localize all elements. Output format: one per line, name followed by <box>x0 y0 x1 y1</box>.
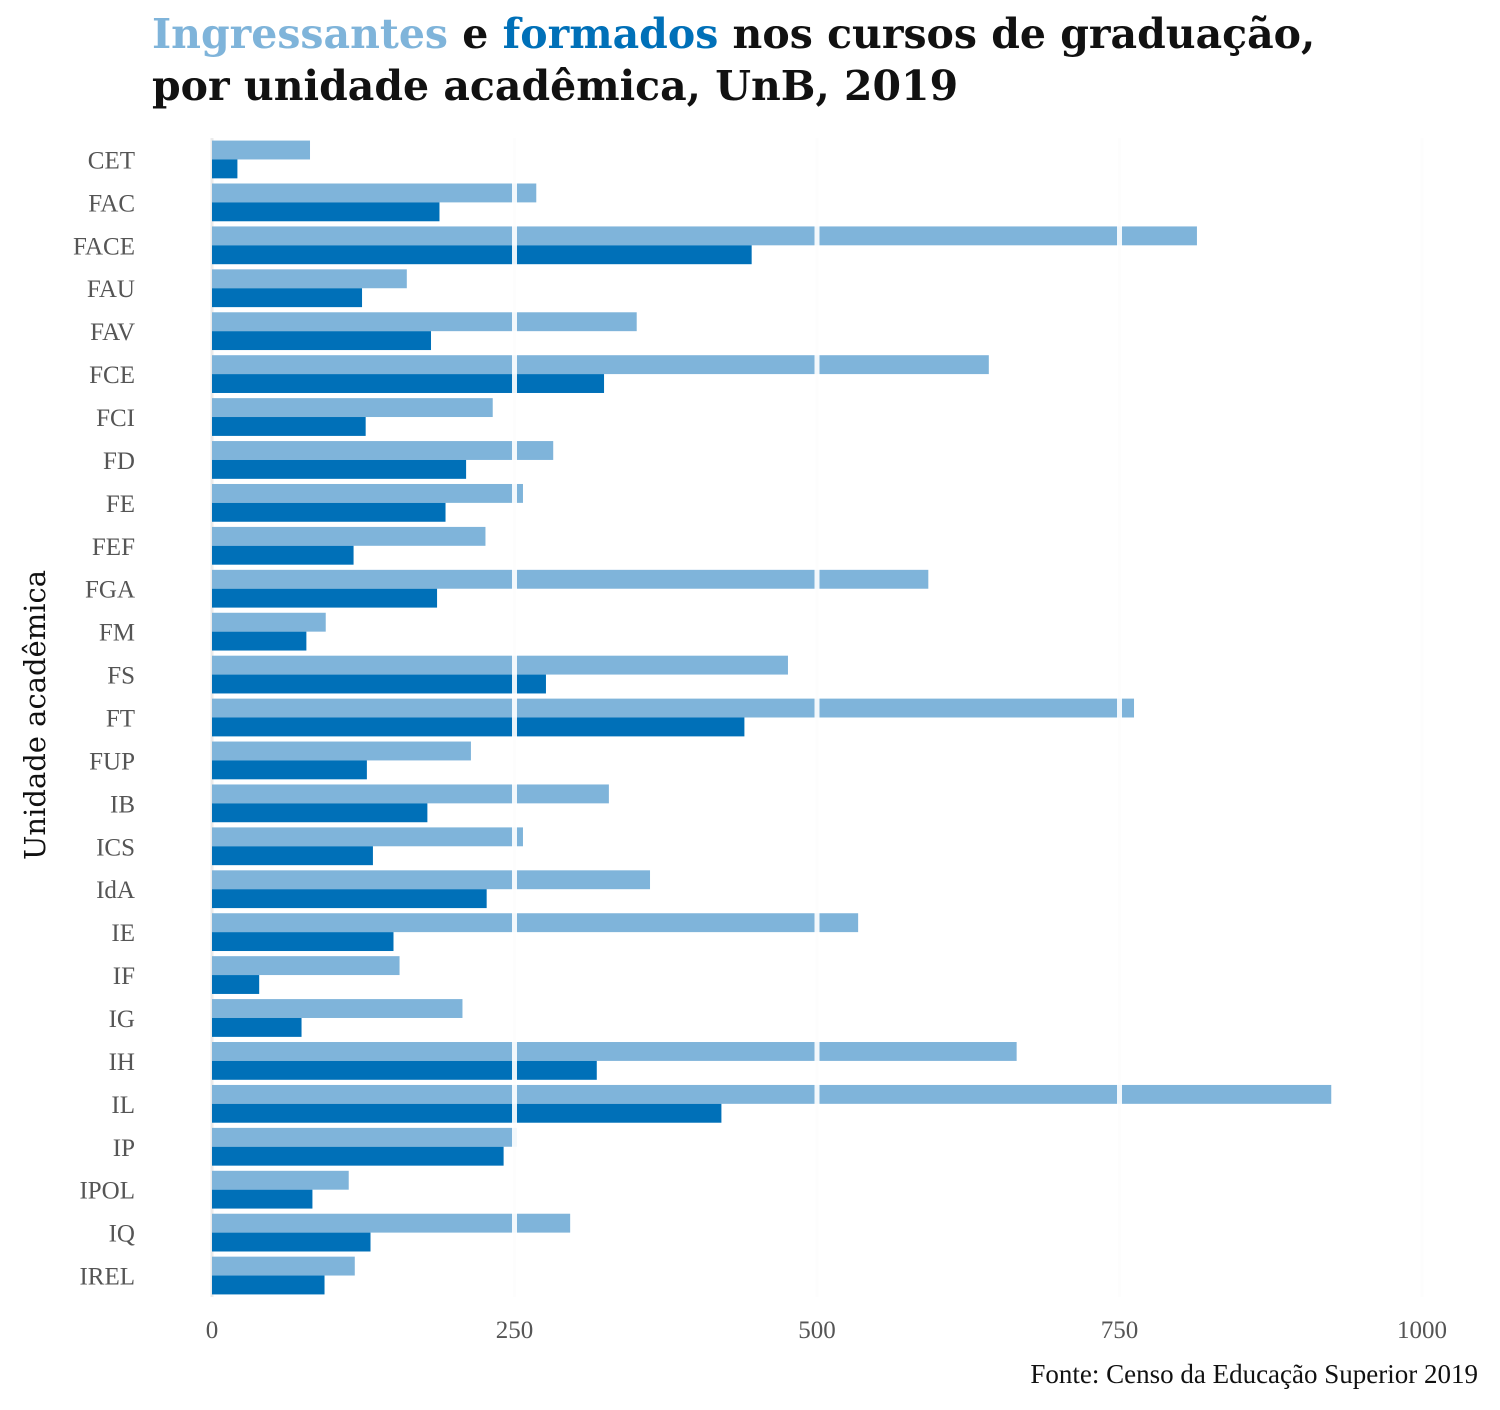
bar-ip-formados <box>212 1146 504 1166</box>
x-tick-label: 1000 <box>1397 1317 1447 1344</box>
y-tick-label: IH <box>109 1049 135 1076</box>
y-tick-label: IB <box>110 791 135 818</box>
bar-fup-formados <box>212 760 367 780</box>
bar-fm-ingressantes <box>212 612 326 632</box>
y-tick-label: FT <box>106 706 135 733</box>
source-caption: Fonte: Censo da Educação Superior 2019 <box>1030 1359 1478 1389</box>
y-tick-label: FM <box>99 620 135 647</box>
y-tick-label: IREL <box>79 1264 135 1291</box>
bar-face-ingressantes <box>212 226 1197 246</box>
bar-fs-ingressantes <box>212 655 788 675</box>
bar-iq-formados <box>212 1232 371 1252</box>
bar-ig-ingressantes <box>212 999 463 1018</box>
bar-fef-formados <box>212 545 354 565</box>
bar-ih-ingressantes <box>212 1042 1017 1061</box>
y-tick-label: FCE <box>89 362 135 389</box>
y-tick-label: FUP <box>89 748 135 775</box>
bar-fci-formados <box>212 417 366 436</box>
bar-fs-formados <box>212 674 546 694</box>
bar-fce-ingressantes <box>212 355 989 375</box>
bar-irel-ingressantes <box>212 1256 355 1276</box>
bar-if-formados <box>212 975 260 994</box>
title-rest: nos cursos de graduação, <box>718 10 1316 58</box>
y-tick-label: IL <box>111 1092 135 1119</box>
x-tick-label: 500 <box>798 1317 836 1344</box>
bar-face-formados <box>212 245 752 265</box>
bar-ida-formados <box>212 889 487 909</box>
bar-fd-formados <box>212 459 467 479</box>
y-tick-label: IQ <box>109 1221 135 1248</box>
bar-fau-ingressantes <box>212 269 407 289</box>
bar-ih-formados <box>212 1060 597 1080</box>
bar-fac-formados <box>212 202 440 222</box>
x-tick-label: 250 <box>496 1317 534 1344</box>
y-tick-label: FAU <box>87 276 135 303</box>
bar-ipol-ingressantes <box>212 1170 349 1190</box>
y-tick-label: IE <box>111 920 135 947</box>
bar-ics-ingressantes <box>212 827 523 847</box>
y-tick-label: FS <box>107 663 135 690</box>
bar-fce-formados <box>212 374 605 393</box>
y-tick-label: IP <box>113 1135 135 1162</box>
y-tick-label: FD <box>103 448 135 475</box>
x-axis-labels: 0 250 500 750 1000 <box>206 1317 1447 1344</box>
y-axis-title: Unidade acadêmica <box>18 570 52 860</box>
bar-ft-ingressantes <box>212 698 1135 718</box>
bar-iq-ingressantes <box>212 1213 571 1233</box>
bar-ie-ingressantes <box>212 913 859 933</box>
bar-irel-formados <box>212 1275 325 1295</box>
bar-fav-ingressantes <box>212 312 637 332</box>
y-tick-label: FGA <box>85 577 135 604</box>
y-tick-label: FAC <box>88 190 135 217</box>
y-axis-labels: CET FAC FACE FAU FAV FCE FCI FD FE FEF FGA FM FS FT FU… <box>73 147 135 1290</box>
bar-fga-formados <box>212 588 438 608</box>
y-tick-label: IPOL <box>79 1178 135 1205</box>
x-tick-label: 750 <box>1101 1317 1139 1344</box>
bar-fe-ingressantes <box>212 483 523 503</box>
x-tick-label: 0 <box>206 1317 219 1344</box>
title-line-2: por unidade acadêmica, UnB, 2019 <box>152 62 959 110</box>
bar-ip-ingressantes <box>212 1127 517 1147</box>
bar-fci-ingressantes <box>212 398 493 418</box>
bar-il-ingressantes <box>212 1084 1332 1104</box>
bar-ib-formados <box>212 803 428 823</box>
chart-title: Ingressantes e formados nos cursos de gr… <box>152 8 1315 112</box>
bar-fga-ingressantes <box>212 569 929 589</box>
bar-ie-formados <box>212 932 394 952</box>
y-tick-label: FE <box>106 491 135 518</box>
y-tick-label: IdA <box>96 877 135 904</box>
bar-ipol-formados <box>212 1189 313 1209</box>
bar-fm-formados <box>212 631 307 651</box>
title-ingressantes-word: Ingressantes <box>152 10 448 58</box>
bars <box>212 138 1425 1297</box>
bar-fav-formados <box>212 331 432 351</box>
bar-fe-formados <box>212 502 446 522</box>
y-tick-label: IG <box>109 1006 135 1033</box>
bar-fup-ingressantes <box>212 741 471 761</box>
bar-ics-formados <box>212 846 373 866</box>
bar-cet-ingressantes <box>212 140 311 160</box>
y-tick-label: FCI <box>96 405 135 432</box>
y-tick-label: FAV <box>90 319 135 346</box>
bar-ft-formados <box>212 717 745 737</box>
y-tick-label: IF <box>113 963 135 990</box>
y-tick-label: FEF <box>92 534 135 561</box>
bar-fac-ingressantes <box>212 183 537 203</box>
bar-fau-formados <box>212 288 363 308</box>
bar-fd-ingressantes <box>212 441 554 460</box>
bar-ida-ingressantes <box>212 870 651 890</box>
bar-if-ingressantes <box>212 956 400 976</box>
bar-cet-formados <box>212 159 238 179</box>
bar-ig-formados <box>212 1017 302 1037</box>
y-tick-label: CET <box>88 147 135 174</box>
bar-il-formados <box>212 1103 722 1123</box>
bar-ib-ingressantes <box>212 784 609 804</box>
title-connector: e <box>448 10 503 58</box>
y-tick-label: FACE <box>73 233 135 260</box>
y-tick-label: ICS <box>96 834 135 861</box>
bar-fef-ingressantes <box>212 526 486 546</box>
title-formados-word: formados <box>502 10 719 58</box>
